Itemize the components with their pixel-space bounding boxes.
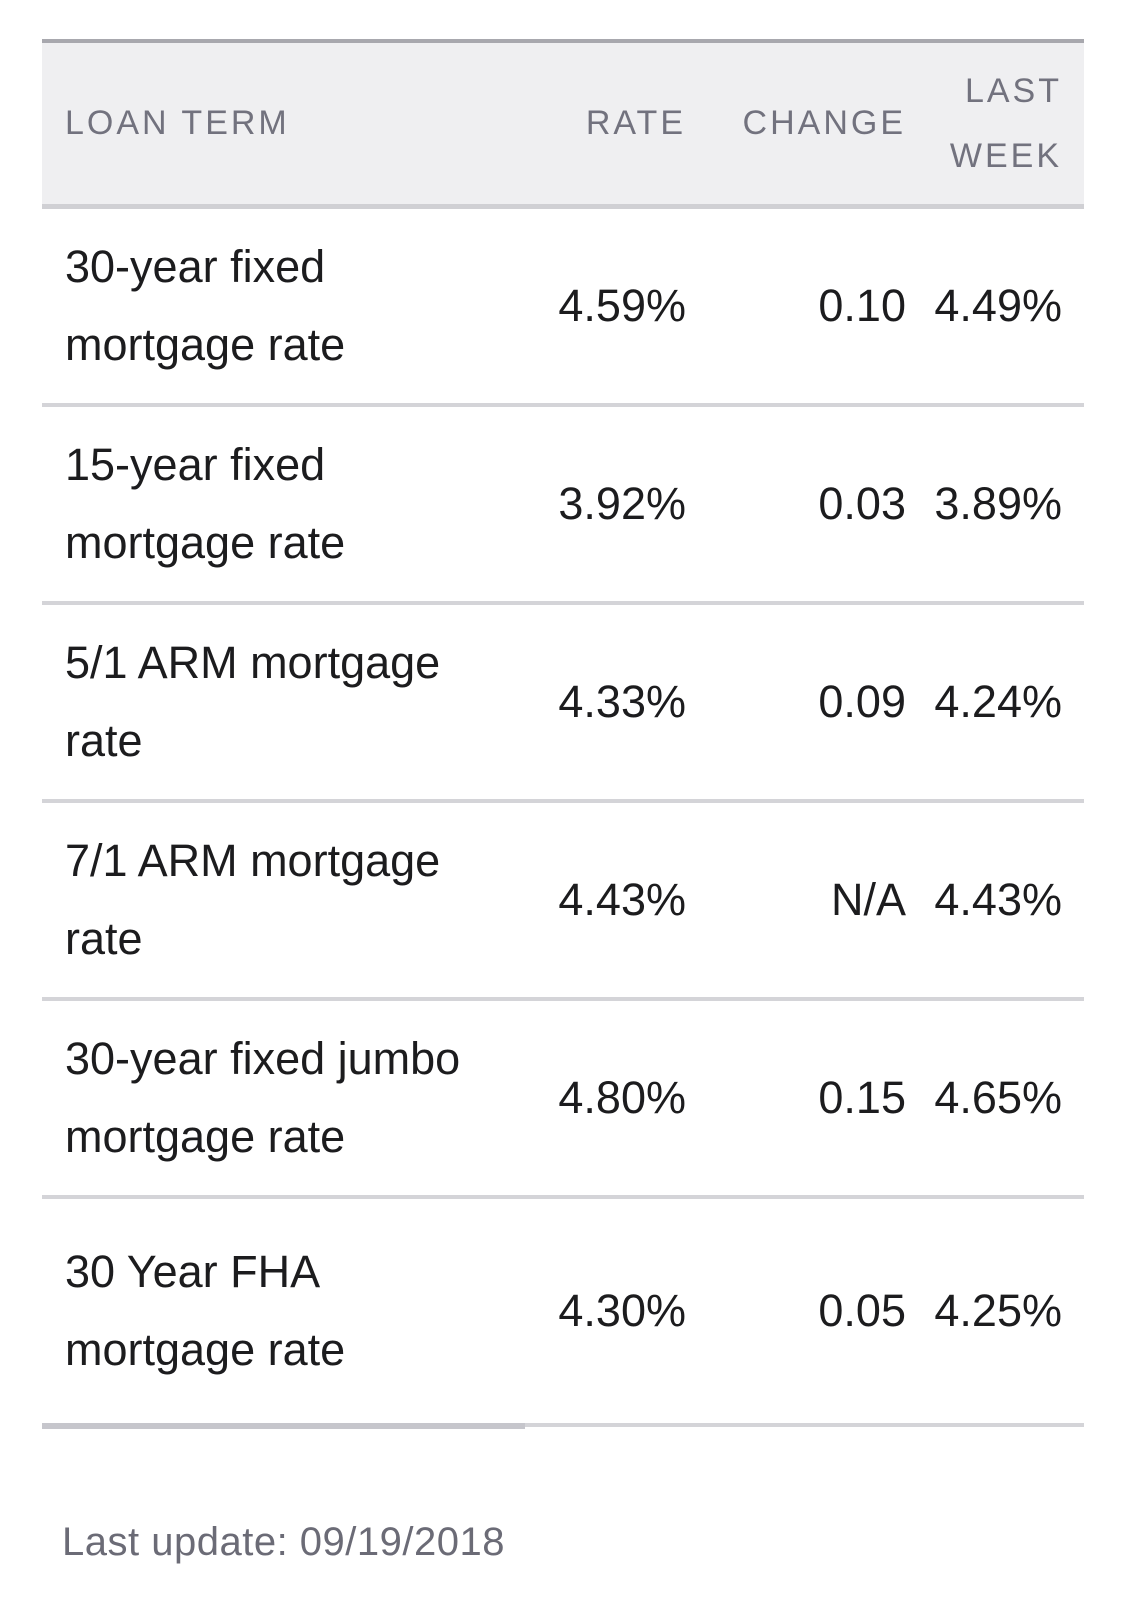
table-row: 5/1 ARM mortgage rate 4.33% 0.09 4.24% (42, 605, 1084, 803)
last-week-cell: 4.43% (934, 874, 1062, 925)
last-week-cell: 4.25% (934, 1285, 1062, 1336)
change-cell: 0.10 (818, 280, 906, 331)
table-row: 7/1 ARM mortgage rate 4.43% N/A 4.43% (42, 803, 1084, 1001)
change-cell: N/A (830, 874, 906, 925)
loan-term-cell: 30-year fixed jumbo mortgage rate (65, 1033, 461, 1162)
loan-term-cell: 30 Year FHA mortgage rate (65, 1246, 346, 1375)
last-update-label: Last update: 09/19/2018 (62, 1520, 505, 1564)
last-week-cell: 4.24% (934, 676, 1062, 727)
rate-cell: 3.92% (558, 478, 686, 529)
rate-cell: 4.43% (558, 874, 686, 925)
column-header-change: CHANGE (742, 104, 906, 142)
change-cell: 0.05 (818, 1285, 906, 1336)
table-bottom-border (42, 1423, 1084, 1431)
column-header-rate: RATE (585, 104, 686, 142)
last-week-cell: 4.49% (934, 280, 1062, 331)
column-header-loan-term: LOAN TERM (65, 104, 290, 142)
loan-term-cell: 7/1 ARM mortgage rate (65, 835, 441, 964)
last-week-cell: 4.65% (934, 1072, 1062, 1123)
mortgage-rates-table: LOAN TERM RATE CHANGE LAST WEEK 30-year … (42, 39, 1084, 1431)
table-row: 30 Year FHA mortgage rate 4.30% 0.05 4.2… (42, 1199, 1084, 1423)
rate-cell: 4.59% (558, 280, 686, 331)
bottom-border-left-segment (42, 1423, 525, 1429)
change-cell: 0.15 (818, 1072, 906, 1123)
loan-term-cell: 15-year fixed mortgage rate (65, 439, 346, 568)
table-row: 30-year fixed mortgage rate 4.59% 0.10 4… (42, 209, 1084, 407)
last-week-cell: 3.89% (934, 478, 1062, 529)
rate-cell: 4.80% (558, 1072, 686, 1123)
table-header-row: LOAN TERM RATE CHANGE LAST WEEK (42, 43, 1084, 209)
loan-term-cell: 30-year fixed mortgage rate (65, 241, 346, 370)
loan-term-cell: 5/1 ARM mortgage rate (65, 637, 441, 766)
bottom-border-right-segment (42, 1423, 1084, 1427)
change-cell: 0.03 (818, 478, 906, 529)
rate-cell: 4.33% (558, 676, 686, 727)
change-cell: 0.09 (818, 676, 906, 727)
column-header-last-week: LAST WEEK (949, 71, 1062, 175)
table-row: 30-year fixed jumbo mortgage rate 4.80% … (42, 1001, 1084, 1199)
table-row: 15-year fixed mortgage rate 3.92% 0.03 3… (42, 407, 1084, 605)
rate-cell: 4.30% (558, 1285, 686, 1336)
mortgage-rates-page: LOAN TERM RATE CHANGE LAST WEEK 30-year … (42, 39, 1084, 1564)
